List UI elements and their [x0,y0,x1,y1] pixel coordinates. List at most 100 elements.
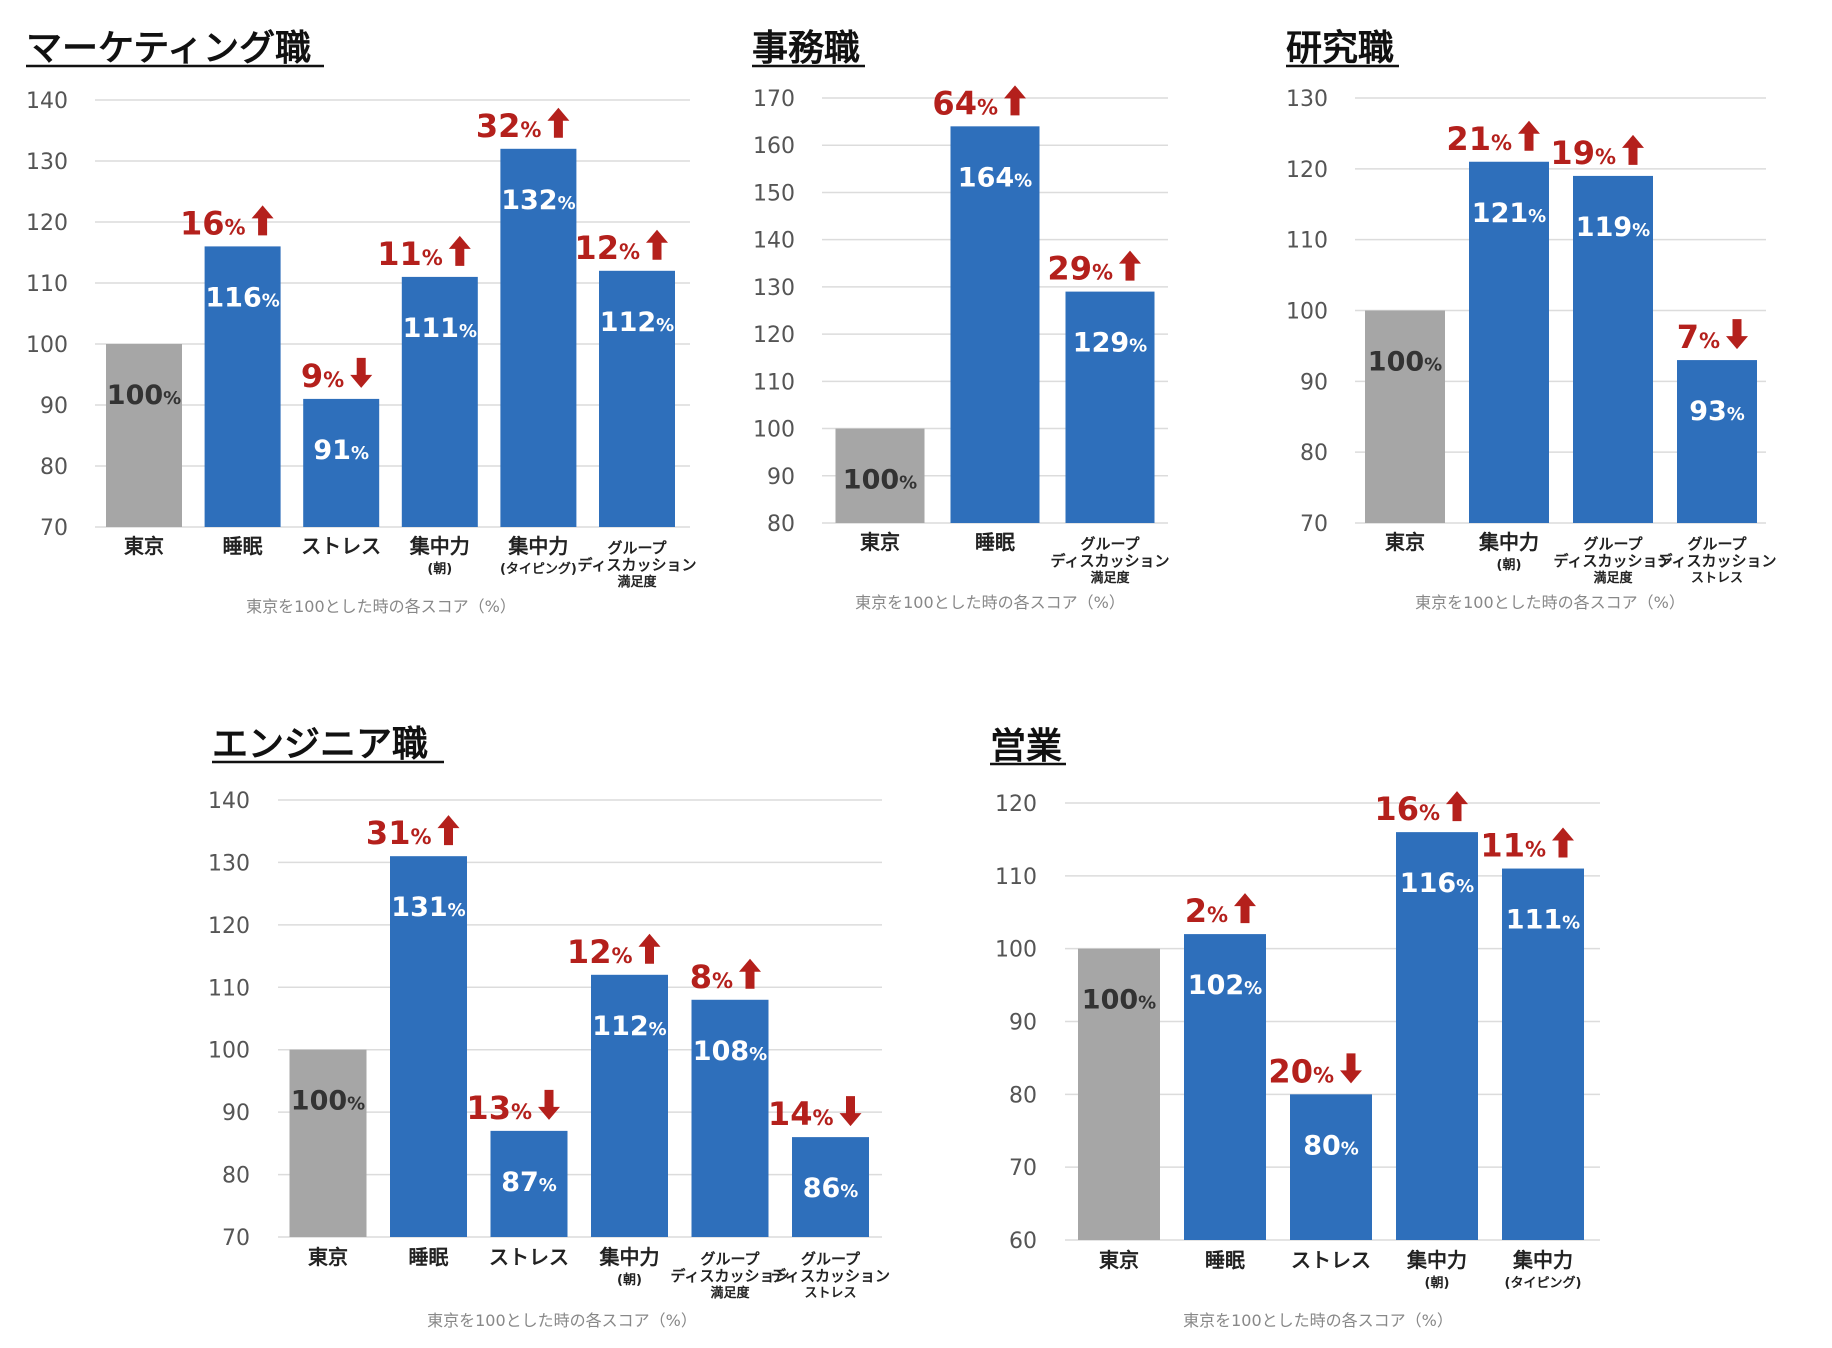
chart-footnote: 東京を100とした時の各スコア（%） [1415,593,1685,612]
chart-footnote: 東京を100とした時の各スコア（%） [855,593,1125,612]
bar-value-label: 100% [107,380,181,411]
chart-panel-3: 研究職 70 80 90 100 110 120 130 100% 東京 121% 21% 集中力 (朝)… [1286,28,1776,612]
y-tick-label: 80 [40,455,68,480]
category-sublabel: (朝) [1425,1275,1450,1291]
bar-value-label: 116% [1400,868,1474,899]
change-label: 31% [366,814,432,852]
category-label: ストレス [489,1245,569,1269]
category-sublabel: 満足度 [1090,570,1130,586]
change-label: 8% [690,958,733,996]
chart-panel-4: エンジニア職 70 80 90 100 110 120 130 140 100% 東京 131% 31%… [208,724,890,1330]
y-tick-label: 90 [1009,1011,1037,1036]
arrow-down-icon [1340,1053,1362,1084]
chart-title: エンジニア職 [212,724,428,765]
change-label: 14% [768,1095,834,1133]
bar-value-label: 91% [313,435,369,466]
y-tick-label: 110 [26,272,68,297]
bar-value-label: 164% [958,162,1032,193]
category-label: 東京 [1385,530,1425,554]
change-label: 21% [1446,120,1512,158]
bar-baseline [1078,948,1160,1240]
category-label: ディスカッション [671,1267,790,1285]
bar-value-label: 121% [1472,198,1546,229]
category-sublabel: (朝) [617,1272,642,1288]
category-sublabel: ストレス [804,1286,856,1301]
bar [401,276,478,527]
chart-panel-2: 事務職 80 90 100 110 120 130 140 150 160 170 100% 東京 164… [752,28,1169,612]
y-tick-label: 70 [1300,512,1328,537]
bar [390,856,467,1237]
category-sublabel: (タイピング) [1505,1275,1582,1291]
category-label: 東京 [308,1245,348,1269]
category-label: グループ [1687,535,1747,553]
bar-value-label: 116% [205,282,279,313]
chart-footnote: 東京を100とした時の各スコア（%） [246,597,516,616]
arrow-up-icon [646,229,668,260]
y-tick-label: 130 [208,851,250,876]
category-label: グループ [1583,535,1643,553]
change-label: 12% [567,933,633,971]
bar [204,246,281,527]
arrow-up-icon [1004,85,1026,116]
bar [691,999,769,1237]
arrow-up-icon [437,815,460,846]
bar-value-label: 108% [693,1036,767,1067]
bar-value-label: 86% [803,1173,859,1204]
change-label: 19% [1550,134,1616,172]
bar-value-label: 112% [600,307,674,338]
bar [500,148,577,528]
arrow-down-icon [350,357,373,388]
bar [490,1130,568,1237]
bar-value-label: 100% [291,1086,365,1117]
y-tick-label: 110 [995,865,1037,890]
y-tick-label: 130 [1286,87,1328,112]
category-label: 東京 [1099,1248,1139,1272]
category-label: 集中力 [507,534,568,558]
y-tick-label: 150 [753,181,795,206]
change-label: 32% [476,107,542,145]
bar [1290,1094,1372,1240]
y-tick-label: 90 [1300,370,1328,395]
y-tick-label: 130 [26,150,68,175]
category-label: ディスカッション [578,556,697,574]
y-tick-label: 90 [767,465,795,490]
y-tick-label: 140 [208,789,250,814]
category-label: ストレス [301,534,381,558]
bar-baseline [289,1049,367,1237]
chart-title: 事務職 [752,28,860,69]
category-label: ディスカッション [1051,552,1170,570]
y-tick-label: 100 [208,1039,250,1064]
y-tick-label: 140 [26,89,68,114]
y-tick-label: 120 [1286,158,1328,183]
category-label: グループ [700,1250,760,1268]
y-tick-label: 80 [1009,1083,1037,1108]
bar [1396,832,1478,1240]
arrow-down-icon [1726,319,1748,350]
category-label: 集中力 [1512,1248,1573,1272]
arrow-up-icon [739,958,761,989]
y-tick-label: 110 [753,370,795,395]
category-sublabel: 満足度 [617,574,657,590]
y-tick-label: 120 [753,323,795,348]
category-label: 東京 [124,534,164,558]
category-label: グループ [801,1250,861,1268]
arrow-up-icon [1622,134,1644,165]
arrow-up-icon [1518,120,1540,151]
y-tick-label: 100 [26,333,68,358]
bar-value-label: 119% [1576,212,1650,243]
bar-value-label: 80% [1303,1130,1359,1161]
y-tick-label: 100 [753,418,795,443]
y-tick-label: 100 [1286,300,1328,325]
category-label: 睡眠 [975,530,1015,554]
arrow-down-icon [538,1089,560,1120]
bar-baseline [1365,310,1445,523]
arrow-up-icon [1552,827,1574,858]
category-sublabel: (朝) [427,561,452,577]
chart-title: 営業 [990,726,1062,767]
bar-value-label: 111% [403,313,477,344]
y-tick-label: 160 [753,134,795,159]
y-tick-label: 120 [995,792,1037,817]
change-label: 11% [1480,827,1546,865]
category-sublabel: 満足度 [1593,570,1633,586]
